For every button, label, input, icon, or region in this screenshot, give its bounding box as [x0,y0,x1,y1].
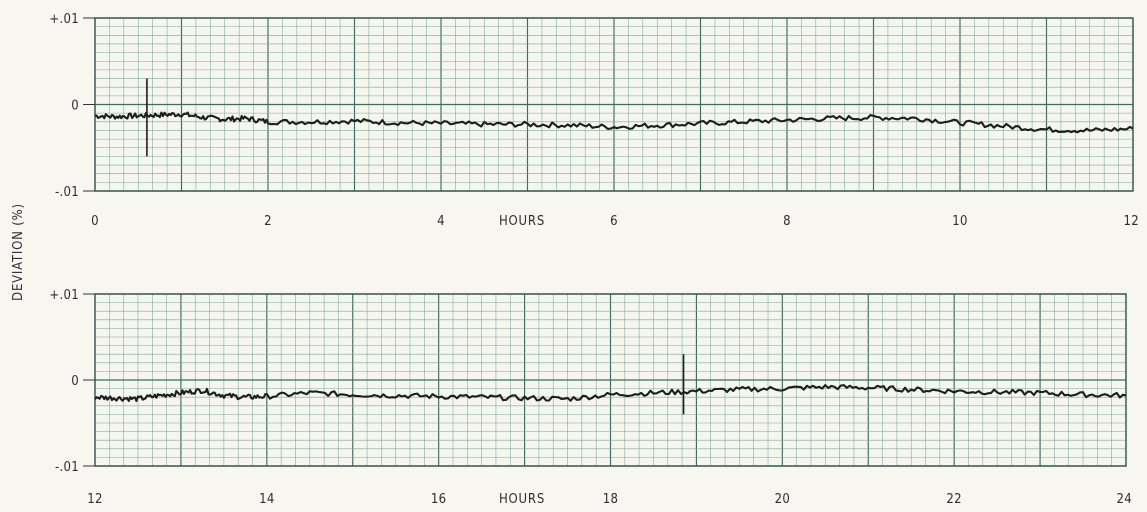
x-tick-label: 6 [610,214,618,229]
x-tick-label: 14 [259,492,274,507]
grid [94,293,1127,467]
y-tick-label: -.01 [55,460,79,475]
x-axis-label: HOURS [499,214,545,229]
x-tick-label: 4 [437,214,445,229]
x-tick-label: 12 [1124,214,1139,229]
x-tick-label: 2 [264,214,272,229]
y-tick-label: +.01 [49,12,79,27]
y-tick-label: +.01 [49,288,79,303]
x-tick-label: 12 [87,492,102,507]
x-axis-label: HOURS [499,492,545,507]
chart-panel-12-24-hours: +.01 0 -.01 12 14 16 18 20 22 24 HOURS [49,288,1132,507]
y-axis-label: DEVIATION (%) [11,203,26,301]
x-tick-label: 22 [946,492,961,507]
y-tick-label: -.01 [55,185,79,200]
y-tick-label: 0 [71,374,79,389]
x-tick-label: 16 [431,492,446,507]
chart-panel-0-12-hours: +.01 0 -.01 0 2 4 6 8 10 12 HOURS [49,12,1139,229]
shared-y-axis-label: DEVIATION (%) [11,203,26,301]
x-tick-label: 18 [603,492,618,507]
x-tick-label: 0 [91,214,99,229]
x-tick-label: 10 [952,214,967,229]
y-tick-label: 0 [71,99,79,114]
grid [94,17,1134,192]
x-tick-label: 8 [783,214,791,229]
deviation-trace [94,384,1127,403]
deviation-trace [94,111,1134,134]
x-tick-label: 24 [1117,492,1132,507]
x-tick-label: 20 [775,492,790,507]
